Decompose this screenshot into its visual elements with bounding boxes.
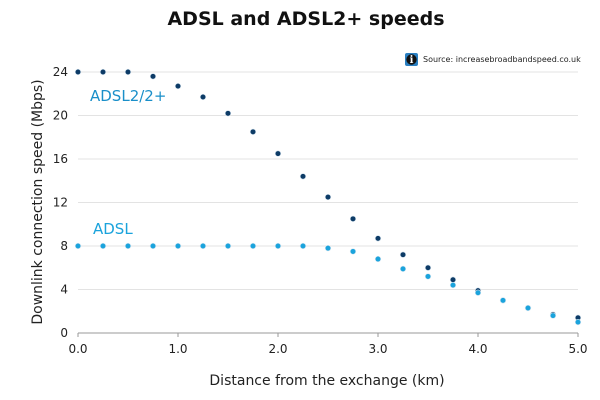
x-tick-label-4: 4.0 — [468, 342, 487, 356]
point-adsl2-11 — [349, 215, 357, 222]
x-tick-label-5: 5.0 — [568, 342, 587, 356]
tick-labels: 0 4 8 12 16 20 24 0.0 1.0 2.0 3.0 4.0 5.0 — [53, 65, 588, 356]
point-adsl-5 — [199, 242, 207, 250]
data-points — [74, 68, 582, 326]
point-adsl-3 — [149, 242, 157, 250]
y-tick-label-5: 20 — [53, 109, 68, 123]
y-tick-label-4: 16 — [53, 152, 68, 166]
point-adsl-16 — [474, 289, 482, 296]
point-adsl-0 — [74, 242, 82, 250]
point-adsl2-0 — [74, 68, 82, 76]
x-tick-label-3: 3.0 — [368, 342, 387, 356]
point-adsl2-10 — [324, 193, 332, 201]
point-adsl-18 — [524, 304, 532, 312]
source-note: i Source: increasebroadbandspeed.co.uk — [405, 53, 581, 66]
point-adsl2-7 — [249, 128, 257, 135]
point-adsl2-2 — [124, 68, 132, 76]
y-tick-label-0: 0 — [60, 326, 68, 340]
point-adsl2-13 — [399, 251, 407, 258]
point-adsl-6 — [224, 242, 232, 250]
series-label-adsl2: ADSL2/2+ — [90, 87, 166, 105]
point-adsl-7 — [249, 242, 257, 250]
point-adsl2-8 — [274, 150, 282, 157]
x-tick-label-1: 1.0 — [168, 342, 187, 356]
x-tick-label-2: 2.0 — [268, 342, 287, 356]
point-adsl-8 — [274, 242, 282, 250]
point-adsl-14 — [424, 273, 432, 280]
point-adsl-10 — [324, 245, 332, 252]
point-adsl2-1 — [99, 68, 107, 76]
y-tick-label-1: 4 — [60, 283, 68, 297]
point-adsl2-6 — [224, 110, 232, 117]
point-adsl-4 — [174, 242, 182, 250]
chart-title: ADSL and ADSL2+ speeds — [167, 8, 444, 30]
grid — [78, 71, 578, 290]
x-axis-title: Distance from the exchange (km) — [209, 373, 444, 389]
point-adsl-19 — [549, 312, 557, 319]
point-adsl2-9 — [299, 173, 307, 180]
source-text: Source: increasebroadbandspeed.co.uk — [423, 55, 581, 64]
series-label-adsl: ADSL — [93, 220, 133, 238]
info-icon — [406, 54, 417, 65]
point-adsl2-3 — [149, 73, 157, 80]
point-adsl2-4 — [174, 83, 182, 90]
axes — [77, 332, 579, 337]
point-adsl-2 — [124, 242, 132, 250]
point-adsl-9 — [299, 242, 307, 250]
point-adsl2-12 — [374, 235, 382, 242]
y-tick-label-6: 24 — [53, 65, 68, 79]
y-tick-label-3: 12 — [53, 196, 68, 210]
info-icon-glyph: i — [410, 55, 414, 66]
point-adsl-1 — [99, 242, 107, 250]
point-adsl2-15 — [449, 276, 457, 283]
point-adsl-15 — [449, 282, 457, 289]
point-adsl-12 — [374, 255, 382, 263]
point-adsl-20 — [574, 319, 582, 326]
point-adsl-17 — [499, 297, 507, 304]
point-adsl2-5 — [199, 93, 207, 101]
point-adsl2-14 — [424, 264, 432, 271]
x-tick-label-0: 0.0 — [68, 342, 87, 356]
y-tick-label-2: 8 — [60, 239, 68, 253]
point-adsl-13 — [399, 265, 407, 272]
y-axis-title: Downlink connection speed (Mbps) — [30, 79, 46, 324]
point-adsl-11 — [349, 248, 357, 255]
